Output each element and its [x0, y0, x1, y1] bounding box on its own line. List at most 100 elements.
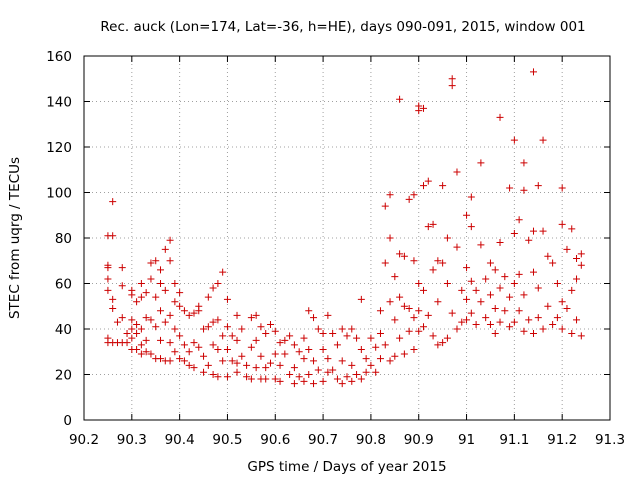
data-point — [529, 330, 537, 338]
data-point — [439, 339, 447, 347]
data-point — [372, 343, 380, 351]
data-point — [314, 325, 322, 333]
data-point — [152, 293, 160, 301]
data-point — [104, 275, 112, 283]
data-point — [214, 316, 222, 324]
data-point — [281, 350, 289, 358]
data-point — [558, 220, 566, 228]
data-point — [467, 193, 475, 201]
data-point — [396, 95, 404, 103]
data-point — [176, 302, 184, 310]
data-point — [568, 225, 576, 233]
data-point — [109, 198, 117, 206]
x-tick-label: 90.9 — [404, 432, 434, 448]
data-point — [463, 295, 471, 303]
data-point — [190, 364, 198, 372]
data-point — [558, 184, 566, 192]
data-point — [348, 361, 356, 369]
data-point — [515, 307, 523, 315]
data-point — [300, 377, 308, 385]
data-point — [147, 259, 155, 267]
data-point — [247, 314, 255, 322]
data-point — [463, 264, 471, 272]
data-point — [429, 332, 437, 340]
data-point — [376, 355, 384, 363]
data-point — [142, 314, 150, 322]
data-point — [429, 220, 437, 228]
data-point — [362, 368, 370, 376]
data-point — [443, 280, 451, 287]
data-point — [357, 295, 365, 303]
data-point — [113, 318, 121, 326]
data-point — [243, 361, 251, 369]
data-point — [529, 268, 537, 276]
data-point — [171, 298, 179, 306]
data-point — [496, 318, 504, 326]
data-point — [367, 334, 375, 342]
data-point — [568, 286, 576, 294]
data-point — [142, 289, 150, 297]
data-point — [290, 380, 298, 388]
data-point — [171, 280, 179, 287]
data-point — [219, 357, 227, 365]
data-point — [515, 270, 523, 278]
data-point — [233, 368, 241, 376]
data-point — [357, 345, 365, 353]
data-point — [573, 254, 581, 262]
data-point — [166, 339, 174, 347]
data-point — [295, 373, 303, 381]
data-point — [381, 341, 389, 349]
data-point — [104, 286, 112, 294]
data-point — [453, 168, 461, 176]
data-point — [391, 316, 399, 324]
data-point — [118, 314, 126, 322]
data-point — [233, 359, 241, 367]
data-point — [467, 223, 475, 231]
data-point — [372, 368, 380, 376]
grid-lines — [84, 56, 610, 420]
data-point — [381, 259, 389, 267]
data-point — [472, 286, 480, 294]
data-point — [472, 320, 480, 328]
y-tick-labels: 0 20 40 60 80 100 120 140 160 — [46, 49, 72, 429]
data-point — [128, 291, 136, 299]
data-point — [262, 375, 270, 383]
data-point — [405, 305, 413, 313]
data-point — [439, 259, 447, 267]
data-point — [477, 298, 485, 306]
data-point — [157, 336, 165, 344]
data-point — [310, 380, 318, 388]
data-point — [290, 341, 298, 349]
data-point — [434, 341, 442, 349]
data-point — [424, 311, 432, 319]
data-point — [486, 291, 494, 299]
data-point — [568, 330, 576, 338]
data-point — [381, 202, 389, 210]
data-point — [415, 102, 423, 110]
data-point — [238, 325, 246, 333]
data-point — [200, 368, 208, 376]
data-point — [549, 320, 557, 328]
data-point — [157, 280, 165, 287]
data-point — [137, 350, 145, 358]
data-point — [109, 232, 117, 240]
data-point — [376, 307, 384, 315]
data-point — [185, 348, 193, 356]
data-point — [420, 182, 428, 190]
data-point — [157, 355, 165, 363]
data-point — [295, 348, 303, 356]
data-point — [104, 334, 112, 342]
data-point — [271, 375, 279, 383]
data-point — [171, 348, 179, 356]
data-point — [463, 211, 471, 219]
data-point — [200, 325, 208, 333]
data-point — [252, 364, 260, 372]
data-point — [252, 311, 260, 319]
data-point — [434, 257, 442, 265]
data-point — [166, 357, 174, 365]
data-point — [520, 327, 528, 335]
data-point — [142, 348, 150, 356]
data-point — [223, 373, 231, 381]
data-point — [477, 241, 485, 249]
data-point — [396, 334, 404, 342]
